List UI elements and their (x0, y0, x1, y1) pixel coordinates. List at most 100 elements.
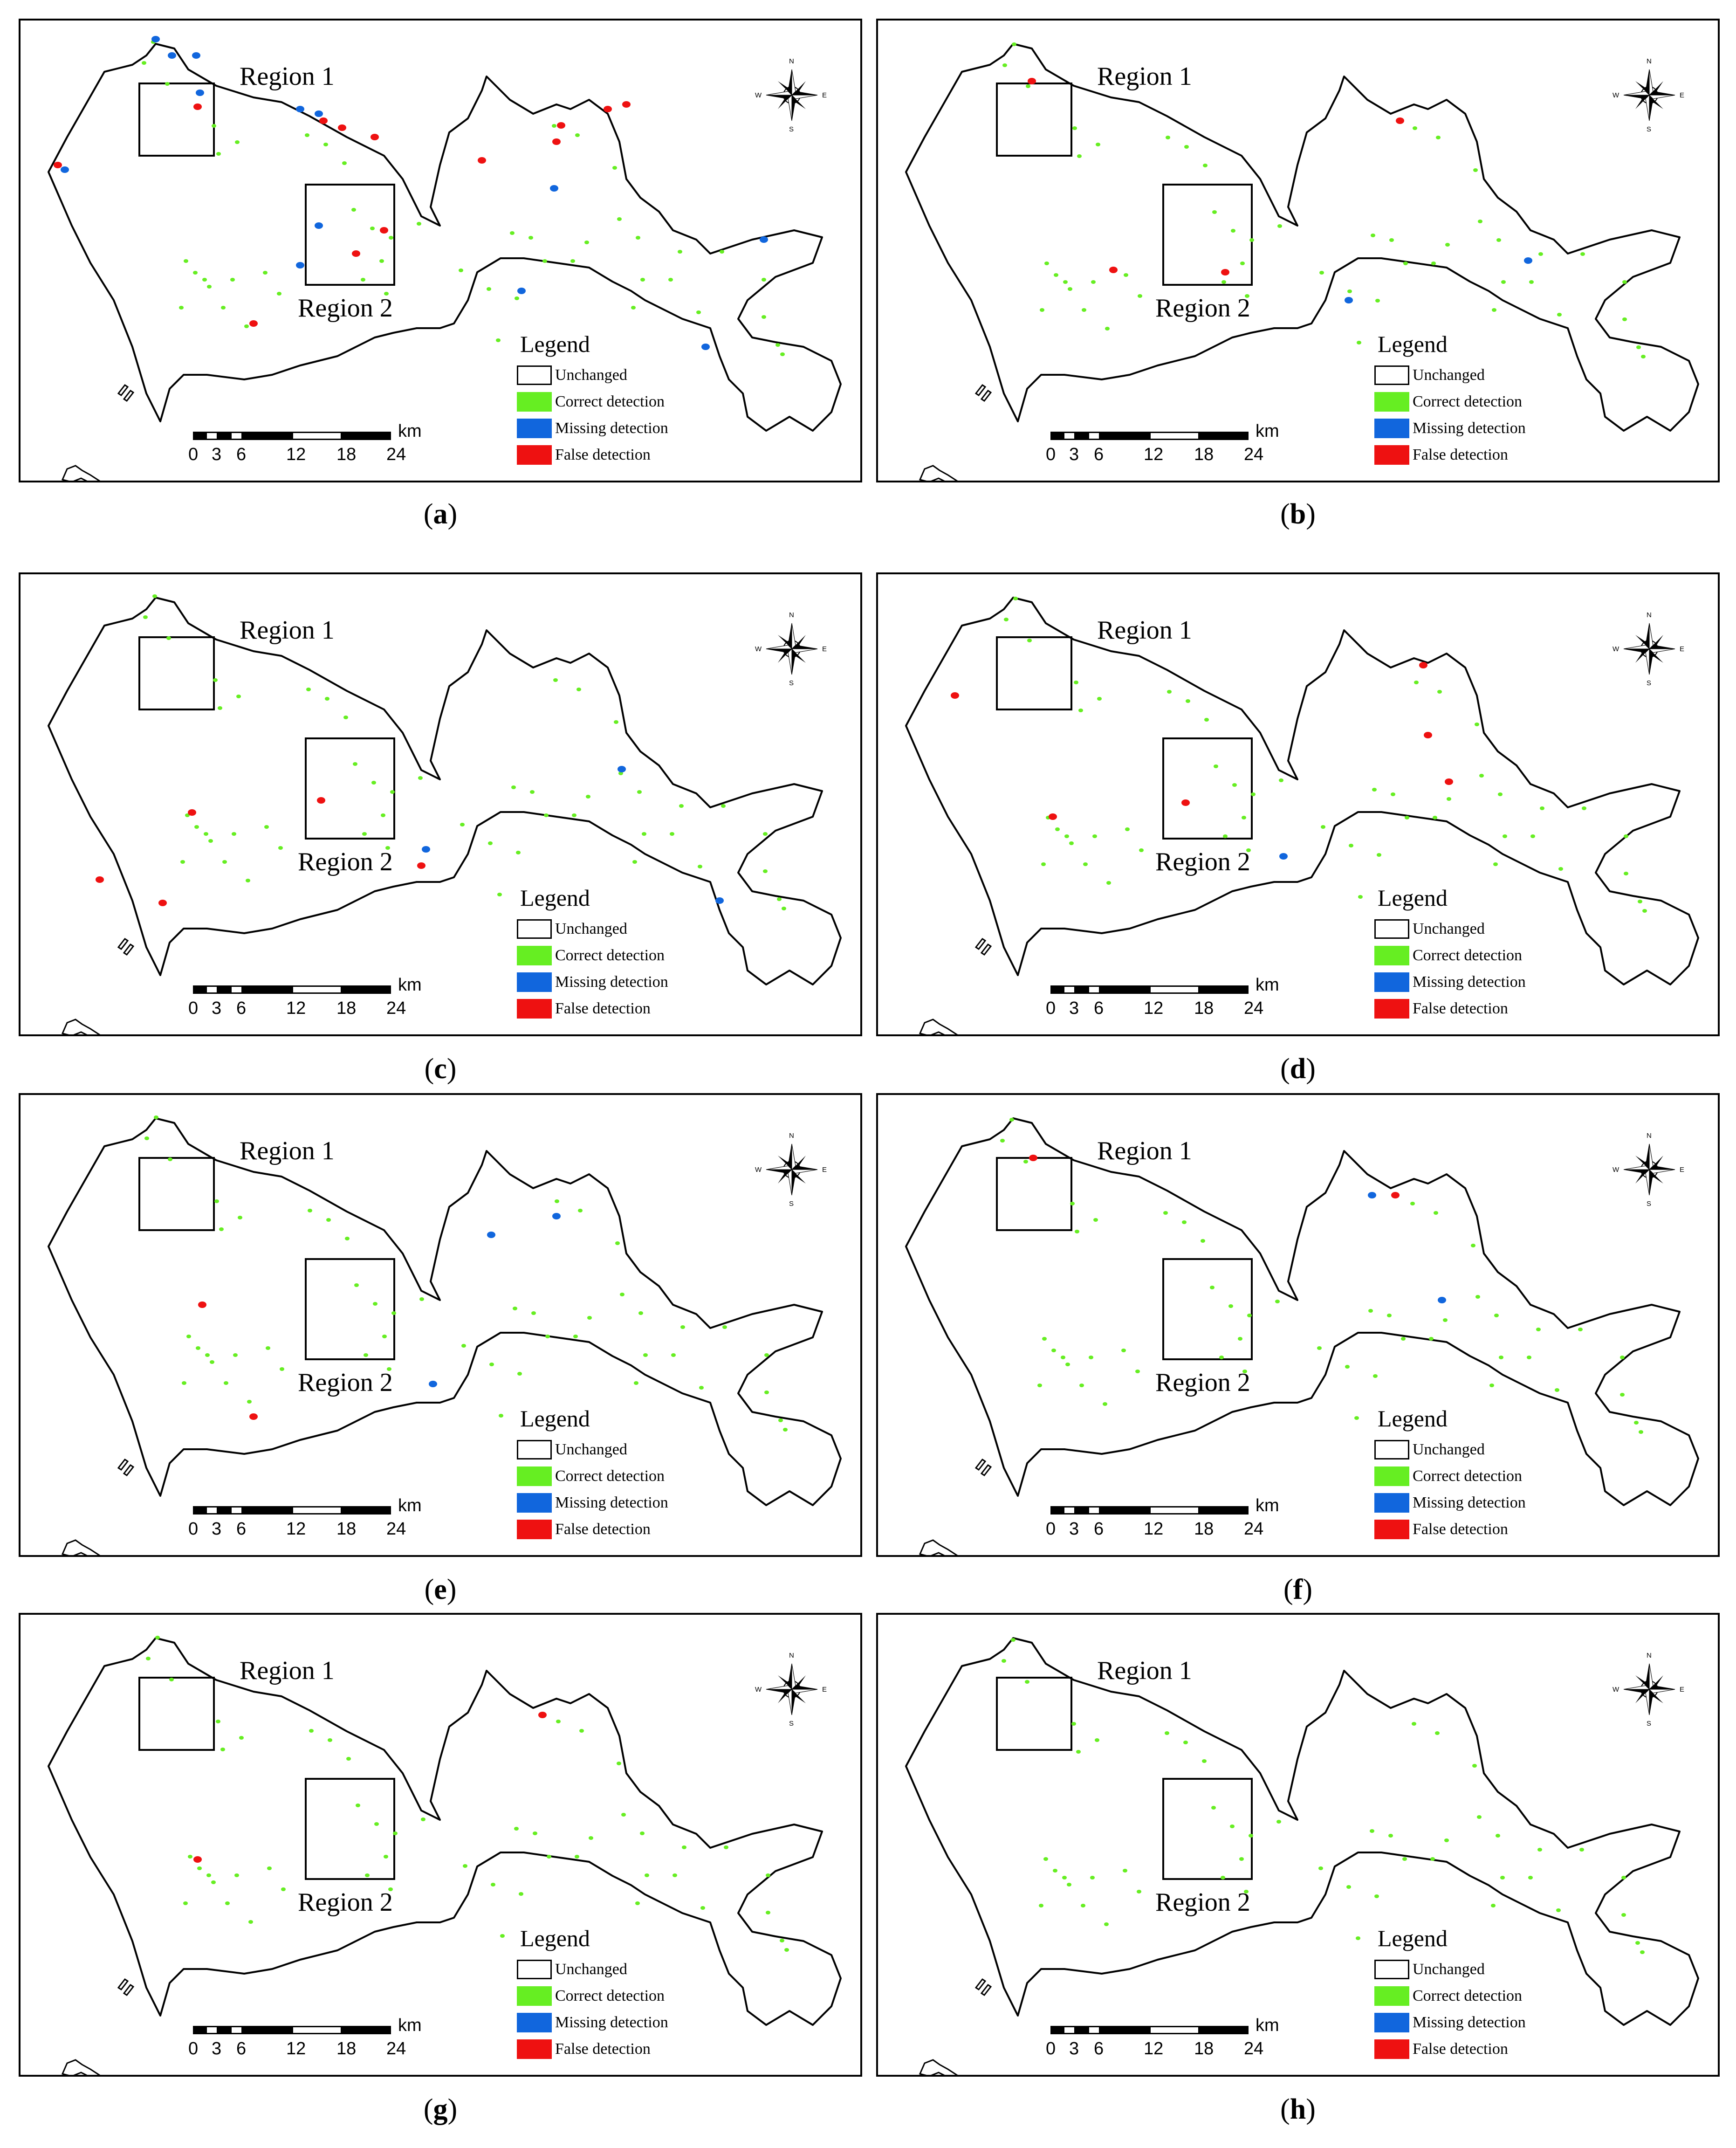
scale-tick-label: 18 (1194, 1519, 1214, 1539)
correct-detection-point (1471, 1244, 1475, 1247)
island-outline (919, 1019, 958, 1034)
correct-detection-point (1037, 1384, 1042, 1387)
region1-box (138, 1677, 215, 1751)
correct-detection-point (1083, 862, 1088, 866)
correct-detection-point (1246, 848, 1251, 852)
map-panel-a: Region 1 Region 2 N S E W Legend Unchanged Corre… (19, 19, 862, 482)
scale-segment (1076, 432, 1088, 440)
correct-detection-point (1009, 1118, 1014, 1122)
scale-segment (193, 2026, 206, 2034)
correct-detection-point (1345, 1365, 1350, 1369)
legend-swatch (1374, 2039, 1409, 2059)
correct-detection-point (584, 241, 589, 244)
correct-detection-point (1530, 834, 1535, 838)
legend-item: Correct detection (1374, 1466, 1561, 1486)
correct-detection-point (373, 1302, 377, 1306)
correct-detection-point (361, 278, 365, 282)
north-arrow-compass: N S E W (1612, 1132, 1684, 1208)
correct-detection-point (766, 1873, 770, 1877)
region1-box (138, 83, 215, 157)
legend-item: Correct detection (517, 1986, 703, 2006)
scale-tick-label: 3 (212, 445, 222, 464)
correct-detection-point (387, 1367, 391, 1371)
correct-detection-point (263, 271, 268, 275)
correct-detection-point (1402, 1857, 1407, 1861)
scale-tick-label: 12 (286, 445, 306, 464)
correct-detection-point (391, 1311, 396, 1315)
correct-detection-point (699, 1386, 704, 1390)
correct-detection-point (1388, 1834, 1393, 1838)
panel-caption: (h) (1280, 2093, 1316, 2125)
correct-detection-point (1642, 909, 1647, 913)
correct-detection-point (1557, 313, 1562, 317)
scale-segment (1076, 985, 1088, 994)
scale-segment (1100, 985, 1149, 994)
correct-detection-point (389, 236, 393, 240)
correct-detection-point (1163, 1211, 1168, 1215)
correct-detection-point (514, 1827, 519, 1831)
scale-tick-label: 6 (1094, 1519, 1104, 1539)
scale-tick-label: 6 (1094, 998, 1104, 1018)
scale-tick-label: 12 (286, 1519, 306, 1539)
legend-label: Correct detection (1413, 393, 1523, 410)
correct-detection-point (1221, 280, 1226, 284)
correct-detection-point (1433, 816, 1437, 819)
correct-detection-point (196, 1346, 200, 1350)
correct-detection-point (1640, 1950, 1645, 1954)
correct-detection-point (586, 795, 590, 799)
correct-detection-point (1092, 834, 1097, 838)
correct-detection-point (763, 832, 768, 836)
scale-tick-label: 3 (212, 998, 222, 1018)
correct-detection-point (1040, 308, 1044, 312)
correct-detection-point (1090, 1876, 1095, 1880)
correct-detection-point (246, 879, 250, 882)
legend-label: Unchanged (1413, 920, 1485, 937)
legend-label: False detection (1413, 1521, 1508, 1538)
correct-detection-point (1074, 681, 1078, 684)
caption-letter: b (1290, 498, 1306, 530)
legend-label: Unchanged (555, 1961, 627, 1978)
legend-label: Correct detection (1413, 947, 1523, 964)
correct-detection-point (1012, 42, 1016, 46)
correct-detection-point (700, 1906, 705, 1910)
correct-detection-point (1075, 1230, 1079, 1233)
correct-detection-point (488, 841, 493, 845)
false-detection-point (417, 862, 425, 869)
correct-detection-point (487, 287, 491, 291)
correct-detection-point (640, 1831, 645, 1835)
correct-detection-point (533, 1831, 537, 1835)
legend-label: False detection (1413, 1000, 1508, 1017)
panel-caption: (g) (423, 2093, 458, 2125)
legend-swatch (517, 392, 552, 412)
scale-segment (1050, 1506, 1063, 1515)
study-area-outline (48, 1117, 842, 1506)
correct-detection-point (308, 1209, 312, 1212)
false-detection-point (249, 320, 258, 327)
legend-swatch (517, 1440, 552, 1460)
correct-detection-point (193, 271, 198, 275)
scale-tick-label: 3 (1069, 2039, 1079, 2058)
correct-detection-point (519, 1892, 523, 1896)
compass-s-label: S (1647, 125, 1652, 133)
correct-detection-point (1013, 597, 1018, 600)
correct-detection-point (234, 1873, 239, 1877)
legend-label: Correct detection (1413, 1467, 1523, 1485)
correct-detection-point (1091, 280, 1096, 284)
correct-detection-point (1641, 355, 1646, 358)
map-canvas (905, 1637, 1699, 2075)
correct-detection-point (390, 790, 395, 794)
correct-detection-point (672, 1873, 677, 1877)
caption-letter: d (1290, 1053, 1306, 1085)
correct-detection-point (1103, 1402, 1107, 1406)
caption-letter: a (433, 498, 448, 530)
caption-letter: c (434, 1053, 447, 1085)
correct-detection-point (762, 278, 766, 282)
map-canvas (48, 1115, 842, 1555)
compass-w-label: W (755, 91, 762, 99)
correct-detection-point (1230, 1824, 1235, 1828)
missing-detection-point (760, 236, 768, 243)
legend-swatch (517, 1960, 552, 1979)
correct-detection-point (510, 231, 515, 235)
correct-detection-point (1636, 345, 1641, 349)
correct-detection-point (499, 1414, 503, 1418)
